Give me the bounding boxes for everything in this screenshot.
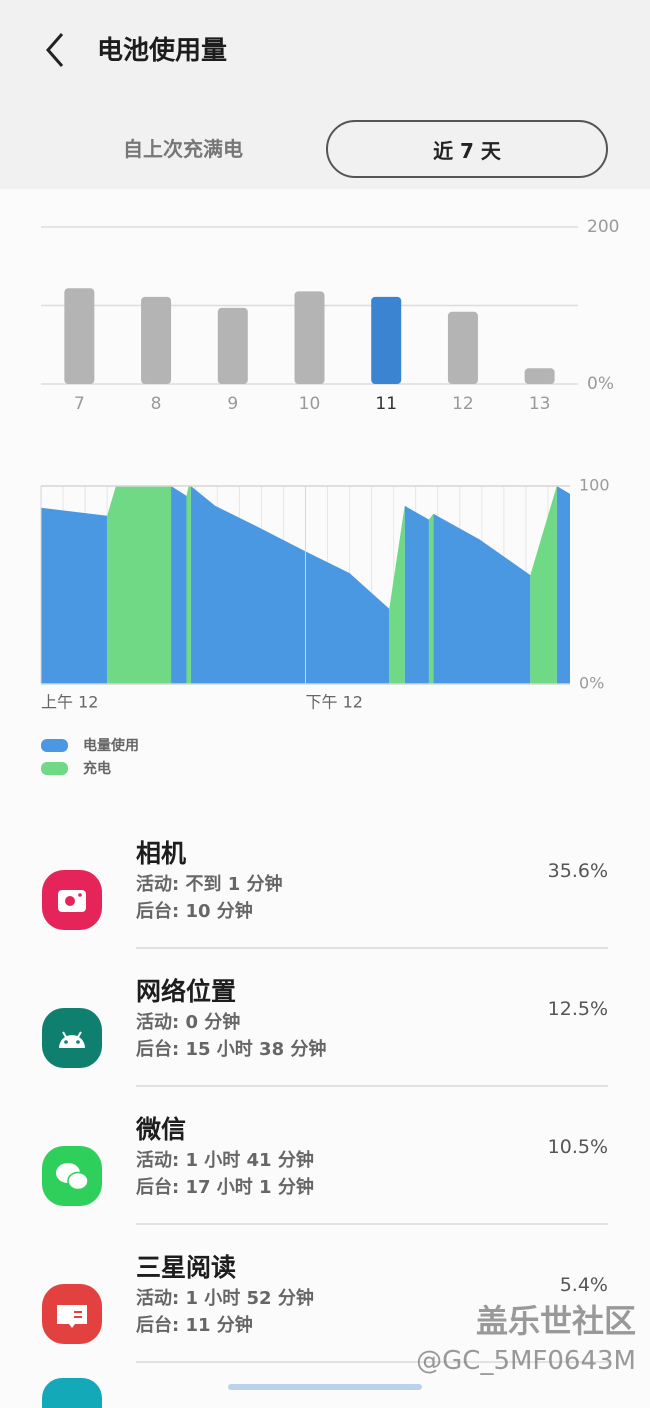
active-time: 活动: 0 分钟	[136, 1012, 241, 1033]
app-name: 相机	[136, 839, 187, 868]
page-title: 电池使用量	[97, 36, 228, 66]
tab-selected[interactable]: 近 7 天	[326, 120, 608, 178]
background-time: 后台: 15 小时 38 分钟	[136, 1039, 327, 1060]
active-time: 活动: 不到 1 分钟	[136, 874, 283, 895]
app-icon-partial	[42, 1378, 102, 1408]
legend-swatch	[41, 739, 68, 752]
area	[107, 486, 557, 684]
bar	[524, 368, 555, 384]
legend-swatch	[41, 762, 68, 775]
legend-label: 充电	[83, 760, 111, 777]
x-tick-label: 下午 12	[306, 693, 363, 712]
x-tick-label: 11	[375, 394, 397, 414]
y-tick-label: 100	[579, 476, 610, 495]
active-time: 活动: 1 小时 52 分钟	[136, 1288, 314, 1309]
active-time: 活动: 1 小时 41 分钟	[136, 1150, 314, 1171]
app-icon	[42, 1008, 102, 1068]
back-button[interactable]	[40, 30, 70, 70]
app-name: 微信	[136, 1115, 187, 1144]
background-time: 后台: 10 分钟	[136, 901, 253, 922]
y-tick-label: 200	[587, 217, 619, 237]
watermark: 盖乐世社区	[475, 1302, 636, 1340]
x-tick-label: 12	[452, 394, 474, 414]
app-icon	[42, 870, 102, 930]
header-bar: 电池使用量 自上次充满电 近 7 天	[0, 0, 650, 189]
x-tick-label: 10	[299, 394, 321, 414]
divider	[136, 947, 608, 949]
app-icon	[42, 1284, 102, 1344]
usage-percent: 5.4%	[559, 1274, 608, 1296]
x-tick-label: 9	[227, 394, 238, 414]
background-time: 后台: 17 小时 1 分钟	[136, 1177, 314, 1198]
tab[interactable]: 自上次充满电	[123, 137, 243, 161]
background-time: 后台: 11 分钟	[136, 1315, 253, 1336]
app-row[interactable]: 三星阅读活动: 1 小时 52 分钟 后台: 11 分钟 5.4%	[0, 1248, 650, 1386]
watermark: @GC_5MF0643M	[416, 1346, 636, 1376]
legend-label: 电量使用	[83, 737, 139, 754]
usage-percent: 35.6%	[547, 860, 608, 882]
divider	[136, 1085, 608, 1087]
bar	[371, 296, 402, 384]
app-row[interactable]: 相机活动: 不到 1 分钟 后台: 10 分钟 35.6%	[0, 834, 650, 972]
app-name: 三星阅读	[136, 1253, 237, 1282]
app-icon	[42, 1146, 102, 1206]
x-tick-label: 7	[74, 394, 85, 414]
bar	[294, 291, 325, 384]
y-tick-label: 0%	[579, 674, 604, 693]
y-tick-label: 0%	[587, 374, 614, 394]
x-tick-label: 8	[151, 394, 162, 414]
usage-percent: 10.5%	[547, 1136, 608, 1158]
divider	[136, 1361, 608, 1363]
usage-percent: 12.5%	[547, 998, 608, 1020]
divider	[136, 1223, 608, 1225]
bar	[217, 307, 248, 384]
x-tick-label: 13	[529, 394, 551, 414]
bar	[447, 311, 478, 384]
app-row[interactable]: 网络位置活动: 0 分钟后台: 15 小时 38 分钟 12.5%	[0, 972, 650, 1110]
bar	[64, 288, 95, 384]
bar	[141, 296, 172, 384]
app-row[interactable]: 微信活动: 1 小时 41 分钟 后台: 17 小时 1 分钟 10.5%	[0, 1110, 650, 1248]
x-tick-label: 上午 12	[41, 693, 98, 712]
nav-handle	[228, 1384, 422, 1390]
app-name: 网络位置	[136, 977, 237, 1006]
